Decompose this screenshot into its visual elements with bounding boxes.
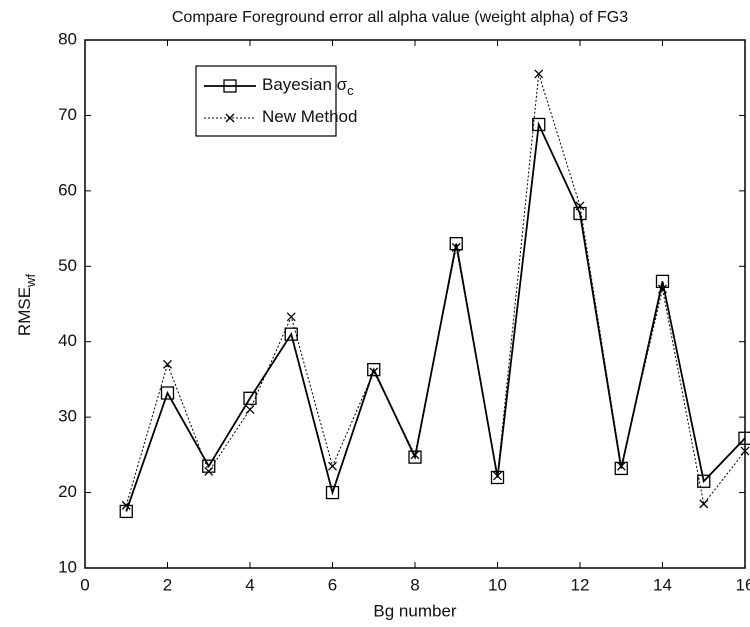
marker <box>328 461 337 471</box>
marker <box>451 242 461 252</box>
marker <box>738 431 750 445</box>
legend-label-main: New Method <box>262 107 357 126</box>
y-tick-label: 80 <box>58 29 77 48</box>
marker <box>575 201 585 211</box>
y-tick-label: 10 <box>58 557 77 576</box>
plot-frame <box>84 39 746 569</box>
marker <box>369 367 379 377</box>
y-tick-label: 40 <box>58 331 77 350</box>
x-tick-label: 2 <box>163 575 172 594</box>
y-tick-label: 50 <box>58 256 77 275</box>
legend-label: Bayesian σc <box>262 75 354 98</box>
x-tick-label: 4 <box>245 575 254 594</box>
y-axis-label-main: RMSE <box>15 287 34 336</box>
x-tick-label: 6 <box>328 575 337 594</box>
chart-title: Compare Foreground error all alpha value… <box>172 9 628 26</box>
y-tick-label: 30 <box>58 407 77 426</box>
series-line <box>125 73 746 506</box>
x-tick-label: 12 <box>571 575 590 594</box>
x-tick-label: 0 <box>80 575 89 594</box>
y-axis-label: RMSEwf <box>15 274 38 337</box>
marker <box>410 450 420 460</box>
x-tick-label: 14 <box>653 575 672 594</box>
marker <box>325 485 340 500</box>
legend-label: New Method <box>262 107 357 126</box>
marker <box>286 312 296 322</box>
x-axis-label: Bg number <box>373 601 456 620</box>
x-tick-label: 16 <box>736 575 750 594</box>
marker <box>243 391 257 405</box>
marker <box>119 504 133 519</box>
marker <box>532 117 546 132</box>
marker <box>697 474 711 488</box>
marker <box>658 284 667 294</box>
marker <box>534 69 544 79</box>
y-tick-label: 20 <box>58 482 77 501</box>
y-axis-label-sub: wf <box>23 274 38 288</box>
marker <box>573 206 587 221</box>
x-tick-label: 10 <box>488 575 507 594</box>
legend-marker <box>223 79 237 93</box>
legend-box <box>195 65 337 137</box>
marker <box>121 500 131 510</box>
x-tick-label: 8 <box>410 575 419 594</box>
marker <box>204 466 214 476</box>
marker <box>163 359 172 369</box>
series-line <box>125 121 746 512</box>
marker <box>655 274 670 289</box>
y-tick-label: 60 <box>58 180 77 199</box>
marker <box>699 499 709 509</box>
legend-label-main: Bayesian σ <box>262 75 348 94</box>
marker <box>408 450 422 464</box>
marker <box>493 471 502 481</box>
marker <box>367 362 381 377</box>
legend-label-sub: c <box>347 83 354 98</box>
y-tick-label: 70 <box>58 105 77 124</box>
marker <box>616 461 626 471</box>
legend-marker <box>225 113 235 123</box>
marker <box>614 461 628 476</box>
marker <box>245 405 255 415</box>
marker <box>160 386 175 400</box>
marker <box>284 327 298 341</box>
marker <box>740 446 750 456</box>
